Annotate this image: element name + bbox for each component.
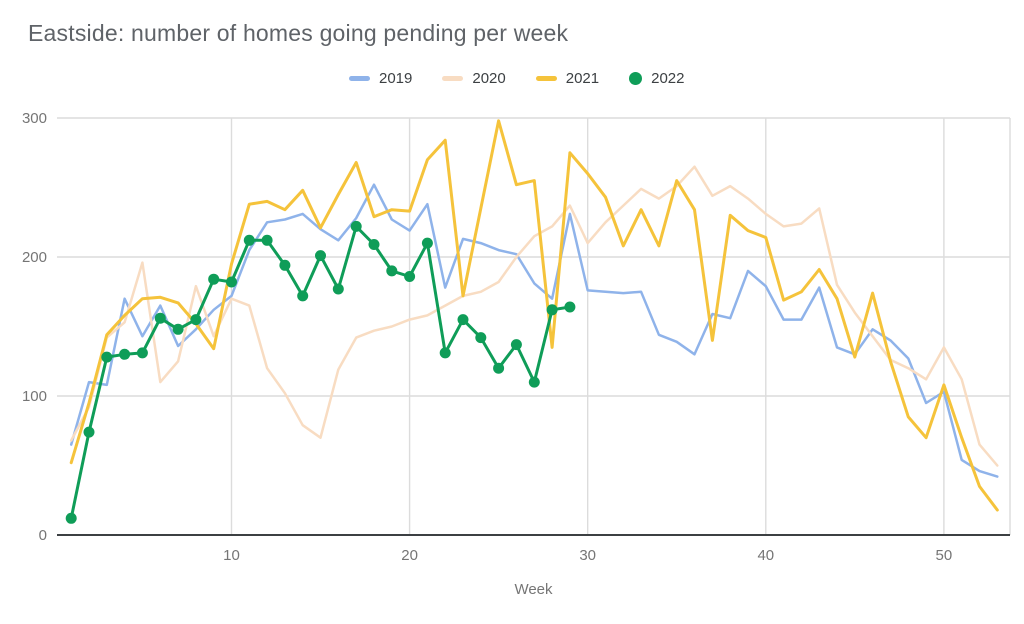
legend-dash-icon-2019 (349, 76, 370, 81)
x-axis-title: Week (514, 581, 553, 598)
data-point-2022-week-6 (154, 312, 166, 324)
legend-item-2021: 2021 (535, 70, 600, 87)
data-point-2022-week-4 (119, 348, 131, 360)
data-point-2022-week-13 (279, 259, 291, 271)
chart-legend: 2019 2020 2021 2022 (349, 70, 685, 87)
data-point-2022-week-28 (546, 304, 558, 316)
data-point-2022-week-14 (297, 290, 309, 302)
data-point-2022-week-12 (261, 234, 273, 246)
data-point-2022-week-3 (101, 351, 113, 363)
data-point-2022-week-25 (493, 362, 505, 374)
data-point-2022-week-2 (83, 426, 95, 438)
data-point-2022-week-20 (404, 271, 416, 282)
data-point-2022-week-11 (243, 234, 255, 246)
legend-item-2022: 2022 (629, 70, 685, 87)
legend-label-2022: 2022 (651, 70, 685, 87)
y-tick-label-100: 100 (22, 388, 47, 405)
legend-label-2020: 2020 (472, 70, 506, 87)
x-tick-label-30: 30 (579, 547, 596, 564)
y-tick-label-300: 300 (22, 110, 47, 127)
data-point-2022-week-10 (226, 276, 237, 288)
data-point-2022-week-29 (564, 301, 576, 313)
legend-dash-icon-2020 (442, 76, 464, 81)
data-point-2022-week-15 (315, 250, 326, 262)
page-title: Eastside: number of homes going pending … (28, 20, 569, 46)
legend-label-2021: 2021 (565, 70, 600, 87)
x-tick-label-10: 10 (223, 547, 240, 564)
y-tick-label-200: 200 (22, 249, 47, 266)
data-point-2022-week-9 (208, 273, 220, 285)
x-tick-label-50: 50 (936, 547, 953, 564)
data-point-2022-week-1 (65, 512, 77, 524)
data-point-2022-week-24 (475, 332, 487, 344)
data-point-2022-week-26 (510, 339, 522, 351)
legend-label-2019: 2019 (379, 70, 413, 87)
data-point-2022-week-5 (136, 347, 148, 359)
data-point-2022-week-22 (439, 347, 451, 359)
data-point-2022-week-23 (457, 314, 469, 326)
data-point-2022-week-21 (421, 237, 433, 249)
data-point-2022-week-18 (368, 239, 380, 250)
data-point-2022-week-27 (528, 376, 540, 388)
x-tick-label-20: 20 (401, 547, 418, 564)
data-point-2022-week-16 (332, 283, 344, 295)
legend-item-2019: 2019 (349, 70, 412, 87)
legend-circle-icon-2022 (629, 72, 643, 85)
series-line-2020 (69, 165, 999, 467)
data-point-2022-week-7 (172, 323, 184, 335)
y-tick-label-0: 0 (39, 527, 47, 544)
x-tick-label-40: 40 (757, 547, 774, 564)
data-point-2022-week-17 (350, 220, 362, 232)
series-line-2019 (69, 183, 999, 478)
legend-item-2020: 2020 (442, 70, 506, 87)
data-point-2022-week-8 (190, 314, 202, 326)
series-line-2021 (69, 119, 999, 512)
data-point-2022-week-19 (386, 265, 398, 277)
legend-dash-icon-2021 (535, 76, 557, 81)
